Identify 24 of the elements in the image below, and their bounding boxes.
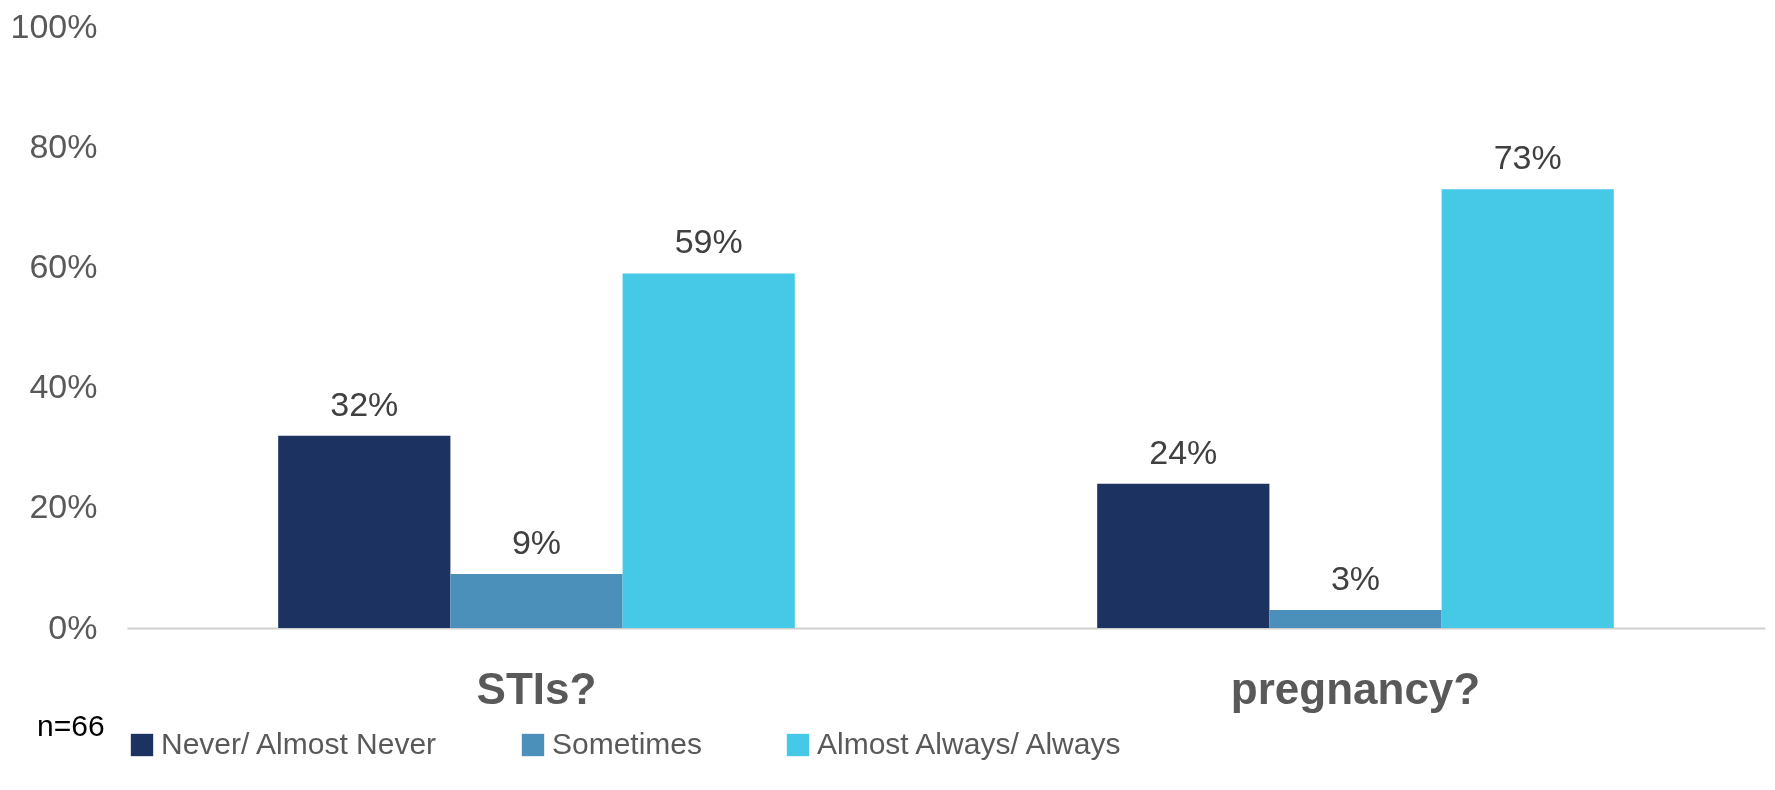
- data-label: 3%: [1330, 558, 1381, 597]
- y-tick-label: 60%: [29, 246, 98, 285]
- y-tick-label: 20%: [29, 487, 98, 526]
- legend-label: Never/ Almost Never: [161, 727, 437, 760]
- y-tick-label: 40%: [29, 367, 98, 406]
- x-tick-label: pregnancy?: [1230, 663, 1481, 713]
- data-label: 73%: [1493, 138, 1562, 177]
- data-label: 9%: [511, 522, 562, 561]
- legend-label: Sometimes: [552, 727, 703, 760]
- bar: [622, 273, 795, 628]
- text: n=66: [37, 709, 105, 742]
- bar: [278, 435, 451, 628]
- bar: [1441, 189, 1614, 628]
- bar: [1097, 483, 1270, 628]
- y-tick-label: 0%: [48, 607, 98, 646]
- data-label: 24%: [1149, 432, 1218, 471]
- y-tick-label: 100%: [10, 6, 98, 45]
- legend-label: Almost Always/ Always: [817, 727, 1121, 760]
- data-label: 59%: [674, 222, 743, 261]
- bar: [450, 573, 623, 628]
- y-tick-label: 80%: [29, 126, 98, 165]
- x-tick-label: STIs?: [476, 663, 597, 713]
- data-label: 32%: [330, 384, 399, 423]
- bar: [1269, 609, 1442, 628]
